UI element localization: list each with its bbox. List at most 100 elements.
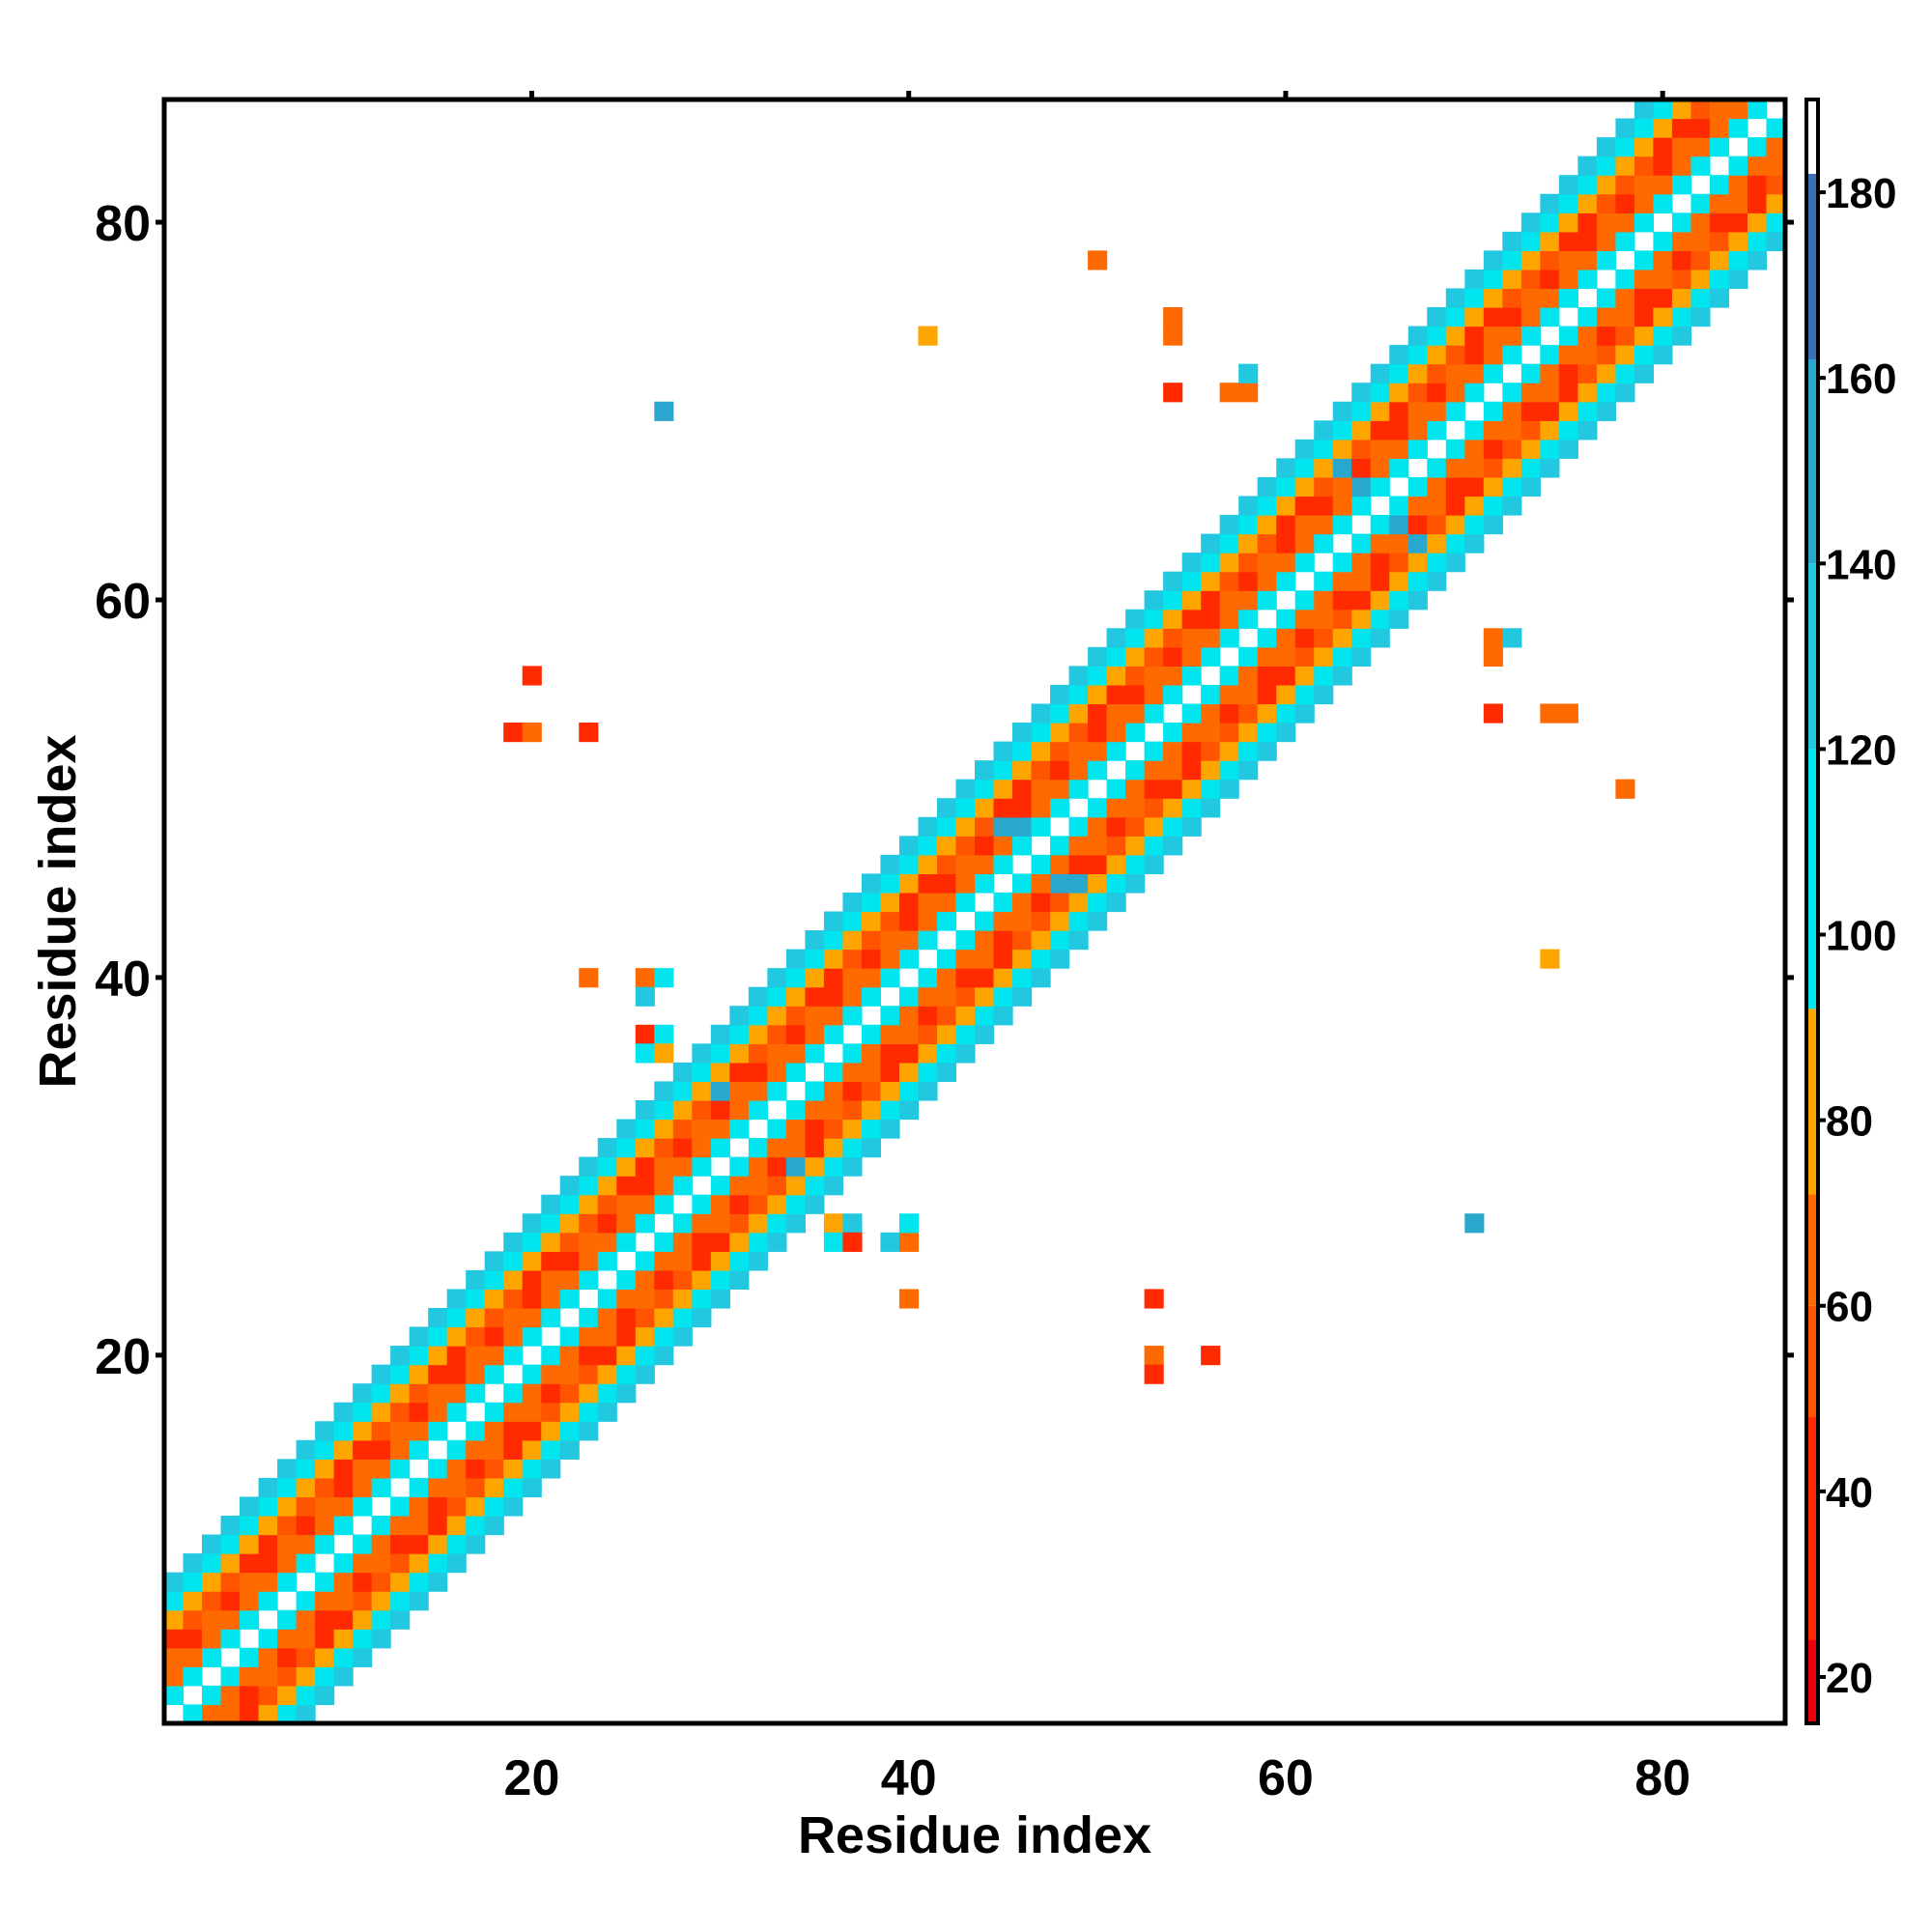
heatmap-cell [842, 911, 863, 931]
heatmap-cell [1294, 590, 1315, 611]
heatmap-cell [1407, 363, 1428, 384]
heatmap-cell [1050, 684, 1070, 705]
heatmap-cell [1615, 269, 1635, 290]
heatmap-cell [1577, 307, 1598, 327]
heatmap-cell [390, 1402, 411, 1422]
heatmap-cell [635, 1364, 655, 1384]
heatmap-cell [785, 1119, 806, 1139]
heatmap-cell [371, 1364, 391, 1384]
heatmap-cell [428, 1459, 448, 1479]
heatmap-cell [898, 949, 920, 969]
heatmap-cell [353, 1609, 373, 1630]
heatmap-cell [936, 798, 957, 818]
heatmap-cell [1728, 231, 1748, 251]
heatmap-cell [1144, 854, 1164, 875]
heatmap-cell [1370, 590, 1390, 611]
heatmap-cell [1445, 496, 1465, 516]
heatmap-cell [692, 1232, 712, 1252]
heatmap-cell [1690, 137, 1711, 157]
heatmap-cell [1201, 1346, 1221, 1366]
heatmap-cell [1766, 118, 1786, 138]
heatmap-cell [1332, 496, 1352, 516]
heatmap-cell [1653, 288, 1673, 308]
heatmap-cell [1294, 476, 1315, 497]
heatmap-cell [842, 1043, 863, 1064]
heatmap-cell [898, 1213, 920, 1234]
heatmap-cell [1219, 666, 1239, 686]
colorbar-frame [1804, 98, 1820, 1725]
heatmap-cell [785, 1024, 806, 1044]
heatmap-cell [654, 1138, 674, 1158]
heatmap-cell [635, 1346, 655, 1366]
heatmap-cell [541, 1383, 561, 1404]
heatmap-cell [1163, 571, 1183, 591]
heatmap-cell [409, 1496, 429, 1517]
y-tick-label: 80 [95, 196, 151, 252]
heatmap-cell [597, 1402, 617, 1422]
heatmap-cell [240, 1704, 260, 1724]
heatmap-cell [164, 1685, 185, 1706]
heatmap-cell [729, 1269, 750, 1291]
heatmap-cell [823, 1232, 844, 1252]
heatmap-cell [1144, 836, 1164, 856]
heatmap-cell [1520, 439, 1541, 459]
heatmap-cell [466, 1269, 486, 1291]
heatmap-cell [1163, 779, 1183, 799]
heatmap-cell [1540, 949, 1560, 969]
heatmap-cell [1144, 1364, 1164, 1384]
heatmap-cell [729, 1213, 750, 1234]
heatmap-cell [503, 1421, 524, 1441]
heatmap-cell [1634, 118, 1655, 138]
heatmap-cell [371, 1609, 391, 1630]
heatmap-cell [1653, 137, 1673, 157]
heatmap-cell [1068, 760, 1089, 781]
heatmap-cell [202, 1629, 222, 1649]
heatmap-cell [918, 1062, 938, 1083]
heatmap-cell [1671, 137, 1692, 157]
heatmap-cell [936, 892, 957, 913]
heatmap-cell [428, 1326, 448, 1347]
heatmap-cell [767, 1213, 787, 1234]
heatmap-cell [1088, 873, 1108, 894]
heatmap-cell [1276, 533, 1296, 554]
heatmap-cell [1728, 156, 1748, 176]
heatmap-cell [1314, 439, 1334, 459]
heatmap-cell [1031, 968, 1051, 988]
heatmap-cell [1314, 666, 1334, 686]
heatmap-cell [1709, 175, 1730, 195]
heatmap-cell [1068, 779, 1089, 799]
heatmap-cell [842, 1156, 863, 1177]
heatmap-cell [936, 816, 957, 837]
heatmap-cell [729, 1081, 750, 1101]
heatmap-cell [1690, 213, 1711, 233]
heatmap-cell [1615, 193, 1635, 213]
heatmap-cell [1389, 553, 1409, 573]
heatmap-cell [785, 949, 806, 969]
heatmap-cell [390, 1515, 411, 1536]
heatmap-cell [296, 1629, 316, 1649]
heatmap-cell [466, 1346, 486, 1366]
heatmap-cell [1332, 666, 1352, 686]
heatmap-cell [579, 1402, 599, 1422]
heatmap-cell [1219, 609, 1239, 629]
heatmap-cell [1351, 590, 1372, 611]
heatmap-cell [1294, 684, 1315, 705]
heatmap-cell [1088, 892, 1108, 913]
colorbar-segment [1806, 173, 1818, 359]
heatmap-cell [1332, 571, 1352, 591]
heatmap-cell [541, 1364, 561, 1384]
heatmap-cell [1464, 439, 1485, 459]
heatmap-cell [597, 1176, 617, 1196]
heatmap-cell [823, 911, 844, 931]
heatmap-cell [918, 892, 938, 913]
heatmap-cell [1238, 383, 1259, 403]
heatmap-cell [353, 1383, 373, 1404]
heatmap-cell [1219, 590, 1239, 611]
heatmap-cell [1181, 628, 1202, 648]
heatmap-cell [1201, 628, 1221, 648]
heatmap-cell [579, 968, 599, 988]
heatmap-cell [371, 1459, 391, 1479]
heatmap-cell [1276, 703, 1296, 724]
heatmap-cell [1728, 269, 1748, 290]
